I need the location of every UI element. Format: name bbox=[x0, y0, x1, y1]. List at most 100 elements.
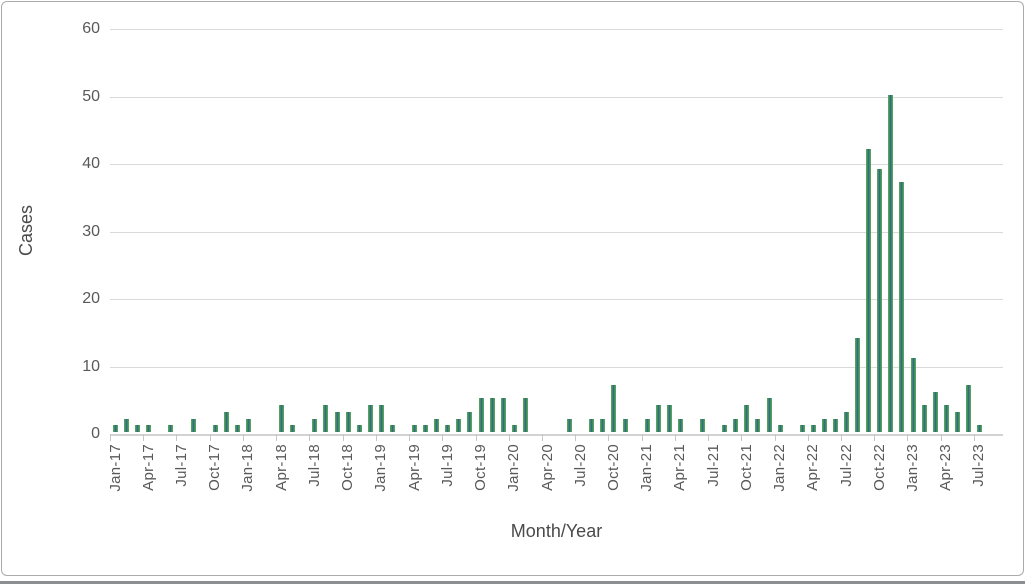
bar-Sep-20 bbox=[600, 418, 606, 432]
x-tick-label: Jan-23 bbox=[904, 444, 921, 492]
bar-Nov-22 bbox=[888, 94, 894, 432]
x-tick-label: Apr-22 bbox=[804, 444, 822, 491]
bar-Jan-23 bbox=[910, 357, 916, 432]
bar-Dec-19 bbox=[500, 398, 506, 432]
x-tick-label: Jul-19 bbox=[438, 444, 456, 487]
x-axis-tick-mark bbox=[409, 434, 411, 441]
bar-Oct-22 bbox=[877, 168, 883, 432]
bar-Jun-22 bbox=[832, 418, 838, 432]
y-tick-label: 40 bbox=[82, 155, 100, 172]
x-axis-title: Month/Year bbox=[510, 521, 603, 541]
x-tick-label: Oct-17 bbox=[206, 444, 224, 491]
x-tick-label: Apr-21 bbox=[671, 444, 689, 491]
bar-Sep-19 bbox=[467, 411, 473, 432]
bar-May-18 bbox=[290, 425, 296, 432]
bar-Jun-23 bbox=[965, 384, 971, 432]
x-axis-tick-mark bbox=[508, 434, 510, 441]
plot-area bbox=[110, 29, 1003, 441]
bar-Jul-22 bbox=[844, 411, 850, 432]
y-tick-label: 50 bbox=[82, 87, 100, 105]
bar-Jan-22 bbox=[777, 425, 783, 432]
y-tick-label: 60 bbox=[82, 20, 100, 37]
bar-Nov-17 bbox=[223, 411, 229, 432]
x-tick-label: Jul-18 bbox=[305, 444, 323, 487]
bar-May-23 bbox=[954, 411, 960, 432]
x-tick-label: Apr-19 bbox=[405, 444, 423, 491]
bar-Aug-17 bbox=[190, 418, 196, 432]
y-tick-label: 30 bbox=[82, 222, 100, 240]
bar-Apr-22 bbox=[810, 425, 816, 432]
bar-Jan-20 bbox=[511, 425, 517, 432]
x-tick-label: Oct-20 bbox=[604, 444, 622, 491]
bar-Jun-21 bbox=[700, 418, 706, 432]
bar-Jun-20 bbox=[567, 418, 573, 432]
y-tick-label: 10 bbox=[82, 357, 100, 375]
x-tick-label: Oct-21 bbox=[737, 444, 755, 491]
bar-Mar-17 bbox=[135, 425, 141, 432]
bar-Jul-19 bbox=[445, 425, 451, 432]
screenshot-bottom-edge bbox=[0, 581, 1025, 584]
bar-Feb-21 bbox=[655, 405, 661, 432]
bar-Sep-22 bbox=[866, 148, 872, 432]
gridline bbox=[110, 164, 1003, 165]
gridline bbox=[110, 299, 1003, 300]
bar-Nov-20 bbox=[622, 418, 628, 432]
bar-Mar-21 bbox=[666, 405, 672, 432]
bar-Feb-19 bbox=[389, 425, 395, 432]
x-tick-label: Jan-18 bbox=[239, 444, 257, 492]
x-axis-tick-mark bbox=[907, 434, 909, 441]
x-tick-label: Jul-17 bbox=[172, 444, 190, 487]
x-tick-label: Apr-18 bbox=[272, 444, 290, 491]
bar-Jan-19 bbox=[378, 405, 384, 432]
x-tick-label: Apr-23 bbox=[937, 444, 955, 491]
bar-Aug-20 bbox=[589, 418, 595, 432]
bar-May-22 bbox=[821, 418, 827, 432]
x-tick-label: Oct-22 bbox=[870, 444, 888, 491]
gridline bbox=[110, 96, 1003, 98]
x-axis-tick-mark bbox=[242, 434, 244, 441]
bar-Aug-22 bbox=[855, 337, 861, 432]
x-tick-label: Jul-23 bbox=[970, 444, 988, 487]
bar-Oct-18 bbox=[345, 411, 351, 432]
y-axis-title: Cases bbox=[16, 205, 36, 257]
bar-Dec-22 bbox=[899, 182, 905, 432]
x-tick-label: Jan-21 bbox=[638, 444, 656, 492]
bar-Oct-21 bbox=[744, 405, 750, 432]
bar-May-19 bbox=[423, 425, 429, 432]
bar-Oct-19 bbox=[478, 398, 484, 432]
x-axis-tick-mark bbox=[276, 434, 278, 441]
bar-Dec-21 bbox=[766, 398, 772, 432]
x-axis-tick-mark bbox=[176, 434, 178, 441]
bar-Apr-19 bbox=[412, 425, 418, 432]
bar-Aug-21 bbox=[722, 425, 728, 432]
gridline bbox=[110, 231, 1003, 233]
bar-Mar-22 bbox=[799, 425, 805, 432]
bar-Dec-17 bbox=[234, 425, 240, 432]
x-axis-tick-mark bbox=[375, 434, 377, 441]
x-axis-tick-mark bbox=[342, 434, 344, 441]
x-axis-tick-mark bbox=[575, 434, 577, 441]
bar-Feb-20 bbox=[522, 398, 528, 432]
x-tick-label: Oct-18 bbox=[339, 444, 357, 491]
x-tick-label: Apr-20 bbox=[538, 444, 556, 491]
x-tick-label: Jul-21 bbox=[704, 444, 722, 487]
x-axis-tick-mark bbox=[741, 434, 743, 441]
x-tick-label: Oct-19 bbox=[472, 444, 490, 491]
x-axis-tick-mark bbox=[807, 434, 809, 441]
bar-Feb-23 bbox=[921, 405, 927, 432]
bar-Dec-18 bbox=[367, 405, 373, 432]
bar-Apr-17 bbox=[146, 425, 152, 432]
bar-Nov-19 bbox=[489, 398, 495, 432]
x-axis-line bbox=[110, 434, 1003, 436]
bar-Jun-19 bbox=[434, 418, 440, 432]
bar-Jan-17 bbox=[113, 425, 119, 432]
x-axis-tick-mark bbox=[143, 434, 145, 441]
bar-Jul-18 bbox=[312, 418, 318, 432]
x-axis-tick-mark bbox=[841, 434, 842, 441]
x-axis-tick-mark bbox=[774, 434, 776, 441]
x-tick-label: Jul-22 bbox=[837, 444, 855, 487]
y-tick-label: 0 bbox=[91, 425, 100, 442]
bar-Apr-18 bbox=[279, 405, 285, 432]
bar-Apr-21 bbox=[677, 418, 683, 432]
